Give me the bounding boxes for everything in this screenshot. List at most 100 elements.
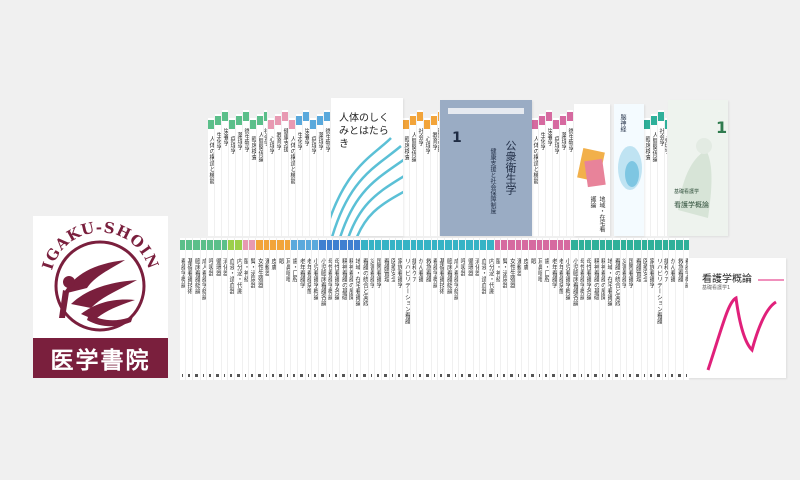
- spine-title: 社会学: [264, 128, 268, 146]
- spine-publisher-mark: [224, 374, 225, 377]
- spine-color-band: [264, 240, 269, 250]
- spine-publisher-mark: [182, 374, 183, 377]
- cover-community-nursing: 地域・在宅看護論: [574, 104, 610, 236]
- cover-public-health-number: 1: [452, 130, 462, 146]
- spine-color-band: [676, 240, 683, 250]
- spine-title: 薬理学: [236, 132, 243, 150]
- front-book-spine: 小児臨床看護各論: [571, 238, 579, 380]
- spine-title: 人体の構造と機能: [208, 136, 215, 184]
- front-book-spine: 地域・在宅看護論: [606, 238, 613, 380]
- spine-title: 栄養学: [222, 128, 229, 146]
- back-book-spine: 病理学: [229, 118, 236, 236]
- front-book-spine: 母性看護学概論: [579, 238, 585, 380]
- spine-color-band: [651, 116, 657, 125]
- cover-nursing-overview-art: [706, 279, 784, 371]
- spine-publisher-mark: [524, 374, 526, 377]
- cover-neurology: 脳神経: [614, 104, 644, 236]
- spine-publisher-mark: [321, 374, 324, 377]
- front-book-spine: 内分泌・代謝: [487, 238, 495, 380]
- logo-emblem: IGAKU-SHOIN: [38, 218, 162, 332]
- front-book-spine: 看護学概論: [180, 238, 186, 380]
- spine-publisher-mark: [531, 374, 534, 377]
- cover-basic-nursing: 1 看護学概論 基礎看護学: [668, 100, 728, 236]
- spine-publisher-mark: [384, 374, 387, 377]
- cover-anatomy-art: [331, 137, 403, 236]
- spine-color-band: [445, 240, 452, 250]
- spine-color-band: [627, 240, 633, 250]
- spine-title: 救急看護: [424, 258, 432, 282]
- spine-title: 看護学概論: [684, 258, 690, 288]
- spine-publisher-mark: [230, 374, 232, 377]
- back-book-spine: 社会学: [264, 110, 268, 236]
- spine-title: 看護学概論: [432, 258, 438, 288]
- spine-publisher-mark: [650, 374, 652, 377]
- front-book-spine: リハビリテーション看護: [403, 238, 411, 380]
- spine-color-band: [296, 116, 302, 125]
- back-book-spine: 栄養学: [546, 110, 553, 236]
- spine-title: 家族看護学: [648, 258, 655, 288]
- cover-nursing-overview-title: 看護学概論: [702, 274, 752, 285]
- spine-color-band: [474, 240, 479, 250]
- front-book-spine: 医療安全: [642, 238, 648, 380]
- front-book-spine: 運動器: [516, 238, 522, 380]
- spine-publisher-mark: [602, 374, 603, 377]
- front-book-spine: 母性看護学各論: [333, 238, 340, 380]
- spine-color-band: [250, 120, 256, 129]
- spine-publisher-mark: [258, 374, 261, 377]
- spine-color-band: [621, 240, 626, 250]
- spine-publisher-mark: [581, 374, 582, 377]
- spine-color-band: [539, 116, 545, 125]
- front-book-spine: 精神看護の展開: [348, 238, 354, 380]
- logo-kanji: 医学書院: [33, 338, 168, 378]
- cover-nursing-overview-subtitle: 基礎看護学1: [702, 285, 731, 291]
- spine-color-band: [277, 240, 284, 250]
- spine-color-band: [275, 116, 281, 125]
- front-book-spine: 脳・神経: [495, 238, 501, 380]
- spine-color-band: [340, 240, 347, 250]
- spine-color-band: [487, 240, 494, 250]
- spine-publisher-mark: [245, 374, 246, 377]
- spine-publisher-mark: [188, 374, 190, 377]
- back-book-spine: 人間関係論: [257, 114, 264, 236]
- cover-anatomy-title: 人体のしくみとはたらき: [339, 113, 389, 150]
- spine-color-band: [417, 112, 423, 121]
- spine-color-band: [567, 112, 573, 121]
- spine-color-band: [285, 240, 290, 250]
- spine-publisher-mark: [363, 374, 366, 377]
- spine-color-band: [369, 240, 374, 250]
- spine-publisher-mark: [293, 374, 295, 377]
- spine-color-band: [214, 240, 221, 250]
- spine-color-band: [684, 240, 689, 250]
- spine-publisher-mark: [251, 374, 253, 377]
- spine-title: 眼: [529, 258, 537, 264]
- spine-title: 臨床検査: [250, 136, 257, 160]
- front-book-spine: がん看護: [417, 238, 424, 380]
- spine-title: 人間関係論: [410, 132, 417, 162]
- spine-title: 病理学: [310, 136, 317, 154]
- spine-color-band: [264, 112, 267, 121]
- spine-title: 母性看護学概論: [579, 258, 585, 300]
- spine-publisher-mark: [644, 374, 645, 377]
- spine-title: 母性看護学各論: [333, 258, 340, 300]
- spine-title: 血液・造血器: [480, 258, 487, 294]
- spine-color-band: [390, 240, 395, 250]
- spine-title: 臨床検査: [644, 136, 651, 160]
- back-book-spine: 臨床検査: [250, 118, 257, 236]
- spine-publisher-mark: [615, 374, 618, 377]
- spine-color-band: [634, 240, 641, 250]
- spine-color-band: [333, 240, 339, 250]
- spine-title: 臨床看護総論: [445, 258, 453, 294]
- back-book-spine: 栄養学: [222, 110, 229, 236]
- spine-title: 緩和ケア: [411, 258, 417, 282]
- spine-color-band: [558, 240, 563, 250]
- spine-color-band: [579, 240, 584, 250]
- front-book-spine: 精神看護の基礎: [340, 238, 348, 380]
- back-book-spine: 栄養学: [303, 110, 310, 236]
- spine-title: 国際看護学: [375, 258, 382, 288]
- spine-color-band: [529, 240, 536, 250]
- front-book-spine: 医療安全: [390, 238, 396, 380]
- spine-title: 血液・造血器: [228, 258, 235, 294]
- spine-color-band: [403, 240, 410, 250]
- spine-color-band: [249, 240, 255, 250]
- spine-publisher-mark: [209, 374, 211, 377]
